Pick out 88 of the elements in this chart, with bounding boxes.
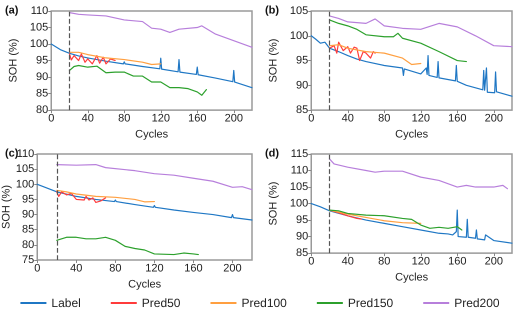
x-tick-label: 200 [223, 262, 242, 274]
x-tick-label: 40 [342, 256, 354, 268]
y-tick-label: 90 [36, 71, 48, 84]
y-tick-label: 105 [290, 5, 308, 17]
y-axis-title: SOH (%) [268, 182, 280, 226]
chart-title: (b) [265, 4, 280, 16]
x-tick-label: 0 [308, 256, 314, 268]
y-tick-label: 95 [36, 54, 48, 67]
x-tick-label: 40 [342, 112, 354, 125]
line-series [56, 236, 199, 256]
y-tick-label: 85 [296, 247, 308, 260]
chart-title: (a) [5, 4, 19, 16]
x-tick-label: 40 [70, 262, 82, 274]
y-tick-label: 110 [30, 5, 48, 17]
y-tick-label: 75 [22, 254, 34, 266]
x-tick-label: 200 [484, 112, 503, 125]
line-series [50, 43, 253, 88]
y-tick-label: 100 [16, 178, 34, 190]
x-tick-label: 120 [152, 112, 170, 125]
line-series [56, 190, 155, 202]
line-series [68, 52, 162, 66]
x-tick-label: 160 [188, 112, 206, 125]
line-series [328, 42, 376, 62]
legend-label: Pred50 [142, 296, 181, 310]
y-tick-label: 95 [296, 54, 308, 67]
x-tick-label: 120 [412, 112, 430, 125]
y-tick-label: 85 [22, 224, 34, 236]
y-tick-label: 85 [36, 88, 48, 100]
y-tick-label: 110 [290, 164, 308, 177]
line-series [56, 191, 106, 204]
y-tick-label: 90 [296, 79, 308, 92]
y-tick-label: 95 [296, 214, 308, 226]
x-tick-label: 80 [109, 262, 122, 274]
x-tick-label: 80 [378, 256, 390, 268]
line-series [36, 184, 253, 221]
line-series [68, 12, 253, 48]
x-axis-title: Cycles [128, 278, 162, 290]
line-series [68, 64, 207, 96]
x-tick-label: 80 [118, 112, 130, 125]
x-axis-title: Cycles [395, 128, 429, 140]
line-series [68, 53, 116, 64]
x-tick-label: 80 [378, 112, 390, 125]
y-tick-label: 95 [22, 193, 34, 206]
line-series [56, 164, 253, 190]
x-tick-label: 160 [448, 256, 466, 268]
y-tick-label: 105 [290, 181, 308, 194]
legend-label: Label [51, 296, 81, 310]
legend-label: Pred150 [348, 296, 394, 310]
line-series [310, 35, 513, 97]
line-series [328, 15, 513, 48]
y-axis-title: SOH (%) [0, 185, 12, 229]
y-tick-label: 100 [290, 198, 308, 210]
y-tick-label: 115 [290, 148, 308, 160]
legend-label: Pred200 [454, 296, 500, 310]
line-series [328, 210, 462, 231]
y-tick-label: 90 [296, 230, 308, 243]
x-axis-title: Cycles [135, 128, 169, 140]
x-tick-label: 120 [145, 262, 164, 274]
chart-title: (c) [5, 148, 19, 160]
x-tick-label: 40 [82, 112, 94, 125]
y-tick-label: 110 [16, 148, 34, 160]
y-tick-label: 85 [296, 104, 308, 116]
x-tick-label: 200 [224, 112, 243, 125]
chart-title: (d) [265, 148, 280, 160]
line-series [328, 210, 362, 220]
line-series [328, 210, 422, 224]
x-tick-label: 120 [412, 256, 430, 268]
line-series [328, 158, 508, 190]
y-tick-label: 100 [290, 30, 308, 42]
x-tick-label: 0 [308, 112, 314, 125]
legend-label: Pred100 [241, 296, 288, 310]
y-tick-label: 105 [16, 163, 34, 176]
x-tick-label: 0 [48, 112, 54, 125]
x-tick-label: 0 [34, 262, 40, 274]
x-tick-label: 160 [448, 112, 466, 125]
line-series [328, 44, 422, 66]
x-tick-label: 160 [184, 262, 203, 274]
y-tick-label: 80 [36, 104, 48, 116]
x-tick-label: 200 [484, 256, 503, 268]
line-series [328, 19, 467, 62]
y-tick-label: 90 [22, 208, 34, 221]
y-axis-title: SOH (%) [8, 38, 20, 83]
x-axis-title: Cycles [395, 272, 429, 284]
y-axis-title: SOH (%) [268, 38, 280, 83]
y-tick-label: 80 [22, 238, 34, 251]
line-series [310, 202, 513, 244]
y-tick-label: 100 [30, 38, 48, 50]
y-tick-label: 105 [30, 22, 48, 34]
